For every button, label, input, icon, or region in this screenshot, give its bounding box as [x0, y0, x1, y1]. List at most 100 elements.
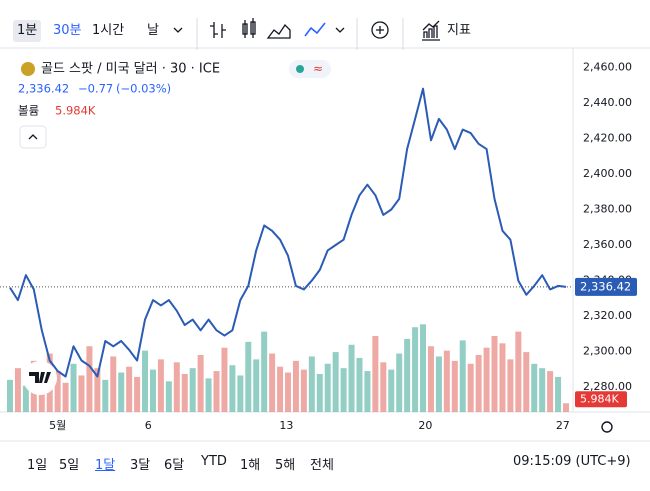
x-tick-label: 20 — [418, 419, 432, 432]
range-button[interactable]: 전체 — [310, 458, 334, 473]
last-price-label: 2,336.42 — [580, 279, 631, 293]
y-tick-label: 2,360.00 — [583, 238, 632, 251]
range-button[interactable]: 1해 — [240, 458, 261, 473]
volume-bar — [435, 356, 442, 412]
volume-bar — [515, 331, 522, 412]
volume-bar — [245, 341, 252, 412]
volume-bar — [78, 375, 85, 412]
range-button[interactable]: 6달 — [164, 458, 185, 473]
y-tick-label: 2,420.00 — [583, 131, 632, 144]
volume-bar — [205, 378, 212, 412]
volume — [7, 324, 569, 412]
status-pill — [289, 60, 331, 78]
interval-button[interactable]: 30분 — [53, 23, 82, 38]
volume-bar — [483, 347, 490, 412]
toolbar-icons — [173, 18, 440, 50]
y-tick-label: 2,320.00 — [583, 309, 632, 322]
volume-bar — [86, 346, 93, 412]
volume-bar — [300, 369, 307, 412]
clock: 09:15:09 (UTC+9) — [513, 454, 631, 469]
volume-bar — [324, 363, 331, 412]
legend-change: −0.77 — [78, 82, 113, 96]
volume-bar — [316, 374, 323, 412]
volume-bar — [70, 363, 77, 412]
volume-bar — [499, 343, 506, 412]
range-button[interactable]: 1달 — [95, 458, 116, 473]
collapse-button[interactable] — [19, 125, 47, 149]
volume-bar — [197, 355, 204, 412]
volume-value: 5.984K — [55, 104, 96, 118]
volume-bar — [285, 372, 291, 412]
volume-bar — [539, 368, 546, 412]
interval-button[interactable]: 날 — [147, 23, 159, 38]
legend-change-pct: (−0.03%) — [116, 82, 171, 96]
volume-bar — [507, 359, 514, 412]
interval-button[interactable]: 1분 — [13, 20, 42, 42]
y-tick-label: 2,380.00 — [583, 203, 632, 216]
y-tick-label: 2,300.00 — [583, 345, 632, 358]
volume-bar — [110, 356, 117, 412]
volume-bar — [149, 369, 156, 412]
volume-bar — [332, 352, 339, 412]
volume-bar — [459, 340, 466, 412]
range-button[interactable]: 5일 — [59, 458, 80, 473]
volume-bar — [165, 381, 172, 412]
status-dot — [296, 65, 304, 73]
price-line — [9, 87, 567, 378]
volume-bar — [555, 376, 562, 412]
last-volume-box — [575, 391, 627, 408]
volume-bar — [157, 359, 164, 412]
range-button[interactable]: 5해 — [275, 458, 296, 473]
range-button[interactable]: 1일 — [27, 458, 48, 473]
volume-bar — [412, 327, 419, 412]
volume-bar — [181, 374, 188, 412]
range-button[interactable]: YTD — [201, 454, 227, 469]
volume-bar — [380, 362, 387, 412]
volume-bar — [189, 368, 196, 412]
volume-bar — [134, 376, 141, 412]
volume-bar — [173, 362, 180, 412]
y-tick-label: 2,460.00 — [583, 60, 632, 73]
volume-bar — [348, 344, 355, 412]
range-button[interactable]: 3달 — [130, 458, 151, 473]
volume-bar — [229, 365, 236, 412]
x-tick-label: 13 — [279, 419, 293, 432]
indicators-button[interactable]: 지표 — [447, 23, 471, 38]
volume-bar — [420, 324, 427, 412]
volume-bar — [475, 355, 482, 412]
x-tick-label: 27 — [556, 419, 570, 432]
volume-bar — [388, 369, 395, 412]
volume-bar — [451, 360, 458, 412]
volume-bar — [308, 356, 315, 412]
volume-bar — [372, 336, 379, 412]
volume-bar — [261, 331, 268, 412]
volume-bar — [427, 346, 434, 412]
settings-icon[interactable] — [601, 421, 613, 433]
volume-bar — [364, 371, 371, 412]
volume-bar — [277, 366, 284, 412]
volume-bar — [22, 385, 29, 412]
volume-bar — [14, 368, 21, 412]
legend-price: 2,336.42 — [18, 82, 69, 96]
y-tick-label: 2,440.00 — [583, 96, 632, 109]
volume-bar — [467, 363, 474, 412]
volume-bar — [356, 357, 363, 412]
volume-bar — [563, 403, 569, 412]
volume-bar — [253, 359, 260, 412]
volume-bar — [523, 352, 530, 412]
y-tick-label: 2,400.00 — [583, 167, 632, 180]
logo — [29, 372, 51, 383]
interval-button[interactable]: 1시간 — [92, 23, 125, 38]
volume-bar — [443, 350, 450, 412]
volume-bar — [118, 372, 125, 412]
volume-bar — [221, 347, 228, 412]
last-price-box — [575, 277, 637, 296]
volume-label: 볼륨 — [18, 104, 39, 118]
last-volume-label: 5.984K — [580, 392, 619, 405]
symbol-title: 골드 스팟 / 미국 달러 · 30 · ICE — [41, 62, 220, 77]
volume-bar — [547, 371, 554, 412]
x-tick-label: 5월 — [49, 419, 66, 432]
collapse-icon — [28, 134, 38, 140]
